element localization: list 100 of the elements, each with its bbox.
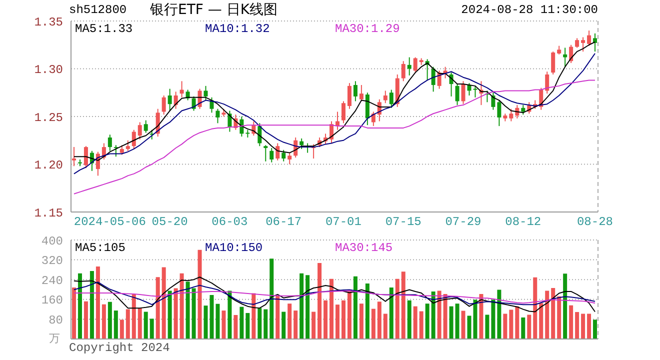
bar xyxy=(545,290,550,339)
bar xyxy=(575,312,580,339)
bar xyxy=(336,304,340,339)
bar xyxy=(419,311,424,339)
bar xyxy=(389,288,394,339)
bar xyxy=(383,314,388,339)
bar xyxy=(587,314,592,339)
candlestick xyxy=(401,60,406,82)
candlestick xyxy=(545,71,550,94)
bar xyxy=(497,290,502,339)
candlestick xyxy=(120,144,124,156)
bar xyxy=(120,320,124,339)
bar xyxy=(228,290,232,339)
candlestick xyxy=(407,56,412,76)
text: Copyright 2024 xyxy=(69,341,170,355)
bar xyxy=(84,301,88,339)
line-series xyxy=(73,276,596,312)
bar xyxy=(449,306,454,339)
y-tick-label: 1.20 xyxy=(34,158,63,173)
candlestick xyxy=(413,56,418,74)
bar xyxy=(557,296,562,339)
line-series xyxy=(73,52,596,174)
bar xyxy=(353,276,358,339)
candlestick xyxy=(563,47,568,68)
bar xyxy=(144,312,148,339)
candlestick xyxy=(270,148,274,163)
bar xyxy=(240,306,244,339)
bar xyxy=(216,304,220,339)
bar xyxy=(485,314,490,339)
y-tick-label: 160 xyxy=(41,294,63,308)
candlestick xyxy=(509,108,514,122)
x-tick-label: 07-29 xyxy=(445,215,482,229)
bar xyxy=(407,300,412,339)
bar xyxy=(138,308,142,339)
bar xyxy=(114,310,118,339)
x-tick-label: 05-20 xyxy=(152,215,188,229)
bar xyxy=(581,314,586,339)
candlestick xyxy=(347,82,352,110)
bar xyxy=(491,300,496,339)
y-tick-label: 240 xyxy=(41,274,63,288)
bar xyxy=(150,318,154,339)
bar xyxy=(96,266,100,339)
bar xyxy=(192,288,196,339)
bar xyxy=(156,277,160,339)
text: MA30:1.29 xyxy=(335,22,400,36)
x-tick-label: 06-17 xyxy=(266,215,302,229)
bar xyxy=(90,270,94,339)
candlestick xyxy=(108,134,112,152)
candlestick xyxy=(126,140,130,152)
candlestick xyxy=(288,152,292,165)
candlestick xyxy=(593,32,598,52)
bar xyxy=(252,293,256,339)
bar xyxy=(521,317,526,339)
bar xyxy=(413,306,418,339)
bar xyxy=(234,314,238,339)
bar xyxy=(306,275,310,339)
text: MA30:145 xyxy=(335,241,393,255)
candlestick xyxy=(144,120,148,134)
bar xyxy=(222,310,226,339)
bar xyxy=(539,303,544,339)
bar xyxy=(246,313,250,339)
candlestick xyxy=(132,129,136,150)
bar xyxy=(288,304,292,339)
y-axis-title: 万 xyxy=(49,332,60,345)
candlestick xyxy=(114,144,118,158)
bar xyxy=(563,274,568,339)
bar xyxy=(300,273,304,339)
candlestick xyxy=(389,89,394,108)
bar xyxy=(437,290,442,339)
bar xyxy=(198,250,202,339)
bar xyxy=(593,320,598,339)
bar xyxy=(431,291,436,339)
text: sh512800 xyxy=(69,3,127,17)
text: MA5:1.33 xyxy=(75,22,133,36)
candlestick xyxy=(551,51,556,75)
bar xyxy=(276,296,280,339)
bar xyxy=(174,288,178,339)
candlestick xyxy=(138,122,142,140)
bar xyxy=(294,310,298,339)
y-tick-label: 1.30 xyxy=(34,63,63,78)
bar xyxy=(377,302,382,339)
line-series xyxy=(73,282,596,306)
candlestick xyxy=(168,88,172,112)
x-tick-label: 07-01 xyxy=(325,215,362,229)
x-tick-label: 08-28 xyxy=(576,215,613,229)
bar xyxy=(270,258,274,339)
y-tick-label: 80 xyxy=(48,313,63,328)
bar xyxy=(515,306,520,339)
bar xyxy=(503,314,508,339)
bar xyxy=(324,300,328,339)
bar xyxy=(371,308,376,339)
candlestick xyxy=(365,92,370,126)
line-series xyxy=(73,290,596,304)
bar xyxy=(365,284,370,339)
y-tick-label: 1.25 xyxy=(34,110,63,125)
bar xyxy=(72,288,76,339)
candlestick xyxy=(587,30,592,46)
candlestick xyxy=(216,108,220,124)
y-tick-label: 320 xyxy=(41,254,63,268)
candlestick xyxy=(461,80,466,105)
